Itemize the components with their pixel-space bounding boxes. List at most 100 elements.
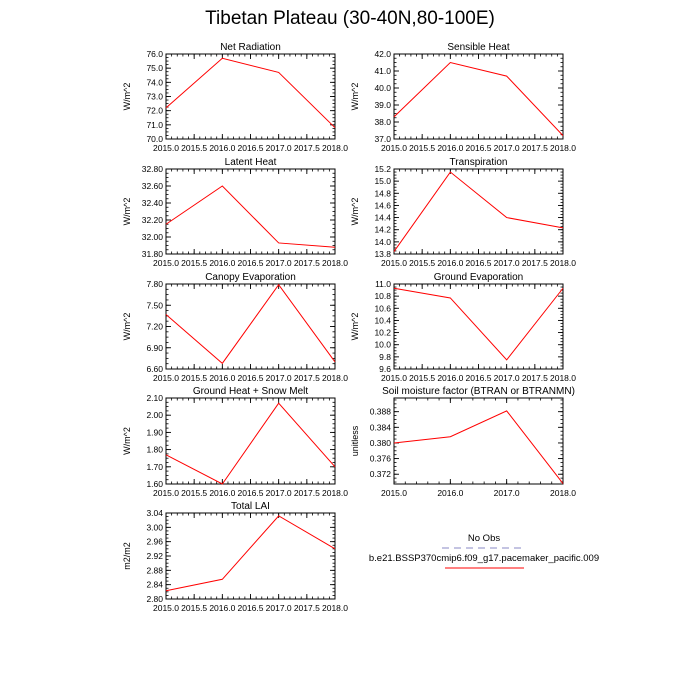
- panel-canopy-evaporation: Canopy Evaporation 2015.0 2015.5 2016.0 2016…: [122, 272, 348, 383]
- x-tick-label: 2016.5: [466, 373, 492, 383]
- x-tick-label: 2017.0: [266, 603, 292, 613]
- x-tick-label: 2016.5: [238, 373, 264, 383]
- x-tick-label: 2017.0: [494, 258, 520, 268]
- y-tick-label: 2.96: [146, 537, 163, 547]
- panel-soil-moisture-factor-btran-or-btranmn: Soil moisture factor (BTRAN or BTRANMN) 2…: [350, 386, 576, 498]
- x-tick-label: 2018.0: [550, 143, 576, 153]
- y-tick-label: 37.0: [374, 134, 391, 144]
- y-tick-label: 32.00: [142, 232, 164, 242]
- x-tick-label: 2016.0: [437, 373, 463, 383]
- x-tick-label: 2015.0: [153, 143, 179, 153]
- y-tick-label: 14.8: [374, 188, 391, 198]
- y-tick-label: 0.384: [370, 422, 392, 432]
- y-tick-label: 40.0: [374, 83, 391, 93]
- x-tick-label: 2018.0: [322, 373, 348, 383]
- y-tick-label: 0.372: [370, 469, 392, 479]
- x-tick-label: 2016.0: [209, 373, 235, 383]
- y-tick-label: 2.84: [146, 580, 163, 590]
- y-tick-label: 75.0: [146, 63, 163, 73]
- x-tick-label: 2015.5: [409, 258, 435, 268]
- y-tick-label: 0.388: [370, 407, 392, 417]
- x-tick-label: 2017.5: [522, 373, 548, 383]
- y-tick-label: 3.04: [146, 508, 163, 518]
- panel-title: Sensible Heat: [447, 42, 509, 53]
- series-line: [393, 171, 564, 252]
- y-axis-label: W/m^2: [122, 198, 132, 226]
- x-tick-label: 2017.0: [266, 143, 292, 153]
- series-line: [165, 402, 336, 485]
- y-tick-label: 10.2: [374, 328, 391, 338]
- x-tick-label: 2017.5: [294, 373, 320, 383]
- plot-frame: [393, 283, 564, 370]
- y-tick-label: 0.380: [370, 438, 392, 448]
- y-tick-label: 73.0: [146, 92, 163, 102]
- x-tick-label: 2017.0: [266, 488, 292, 498]
- panel-title: Transpiration: [450, 157, 508, 168]
- figure-title: Tibetan Plateau (30-40N,80-100E): [205, 8, 495, 29]
- x-tick-label: 2015.0: [381, 143, 407, 153]
- x-tick-label: 2015.5: [181, 488, 207, 498]
- y-tick-label: 10.4: [374, 315, 391, 325]
- y-tick-label: 10.8: [374, 291, 391, 301]
- x-tick-label: 2018.0: [550, 488, 576, 498]
- x-tick-label: 2017.0: [266, 373, 292, 383]
- panel-ground-evaporation: Ground Evaporation 2015.0 2015.5 2016.0 2016…: [350, 272, 576, 383]
- x-tick-label: 2016.0: [437, 258, 463, 268]
- y-tick-label: 2.00: [146, 410, 163, 420]
- plot-frame: [165, 168, 336, 255]
- panel-title: Latent Heat: [225, 157, 277, 168]
- y-tick-label: 15.2: [374, 164, 391, 174]
- series-line: [393, 61, 564, 136]
- y-tick-label: 38.0: [374, 117, 391, 127]
- x-tick-label: 2015.0: [381, 373, 407, 383]
- x-tick-label: 2015.0: [381, 488, 407, 498]
- x-tick-label: 2018.0: [550, 258, 576, 268]
- y-tick-label: 3.00: [146, 522, 163, 532]
- plot-frame: [393, 397, 564, 485]
- x-tick-label: 2017.5: [294, 488, 320, 498]
- y-axis-label: W/m^2: [122, 427, 132, 455]
- plot-frame: [393, 53, 564, 140]
- y-tick-label: 2.10: [146, 393, 163, 403]
- y-tick-label: 7.50: [146, 300, 163, 310]
- x-tick-label: 2016.0: [437, 488, 463, 498]
- x-tick-label: 2017.0: [266, 258, 292, 268]
- x-tick-label: 2016.5: [238, 488, 264, 498]
- y-tick-label: 2.92: [146, 551, 163, 561]
- x-tick-label: 2015.5: [181, 603, 207, 613]
- y-tick-label: 7.80: [146, 279, 163, 289]
- series-line: [165, 185, 336, 248]
- y-tick-label: 13.8: [374, 249, 391, 259]
- x-tick-label: 2016.0: [209, 258, 235, 268]
- x-tick-label: 2018.0: [322, 488, 348, 498]
- x-tick-label: 2015.0: [381, 258, 407, 268]
- y-tick-label: 14.6: [374, 200, 391, 210]
- x-tick-label: 2015.5: [181, 373, 207, 383]
- y-tick-label: 9.6: [379, 364, 391, 374]
- y-tick-label: 72.0: [146, 106, 163, 116]
- y-axis-label: unitless: [350, 425, 360, 456]
- legend-label-model-run: b.e21.BSSP370cmip6.f09_g17.pacemaker_pac…: [369, 553, 599, 564]
- series-line: [393, 287, 564, 361]
- y-tick-label: 32.60: [142, 181, 164, 191]
- y-tick-label: 42.0: [374, 49, 391, 59]
- x-tick-label: 2016.5: [238, 603, 264, 613]
- x-tick-label: 2016.0: [209, 603, 235, 613]
- y-tick-label: 2.80: [146, 594, 163, 604]
- plot-frame: [165, 397, 336, 485]
- x-tick-label: 2017.5: [294, 258, 320, 268]
- plot-frame: [393, 168, 564, 255]
- x-tick-label: 2015.5: [409, 143, 435, 153]
- plot-frame: [165, 53, 336, 140]
- x-tick-label: 2016.5: [466, 258, 492, 268]
- x-tick-label: 2015.0: [153, 373, 179, 383]
- y-tick-label: 71.0: [146, 120, 163, 130]
- x-tick-label: 2016.5: [238, 143, 264, 153]
- legend-label-no-obs: No Obs: [468, 533, 500, 544]
- y-tick-label: 1.80: [146, 445, 163, 455]
- x-tick-label: 2018.0: [322, 603, 348, 613]
